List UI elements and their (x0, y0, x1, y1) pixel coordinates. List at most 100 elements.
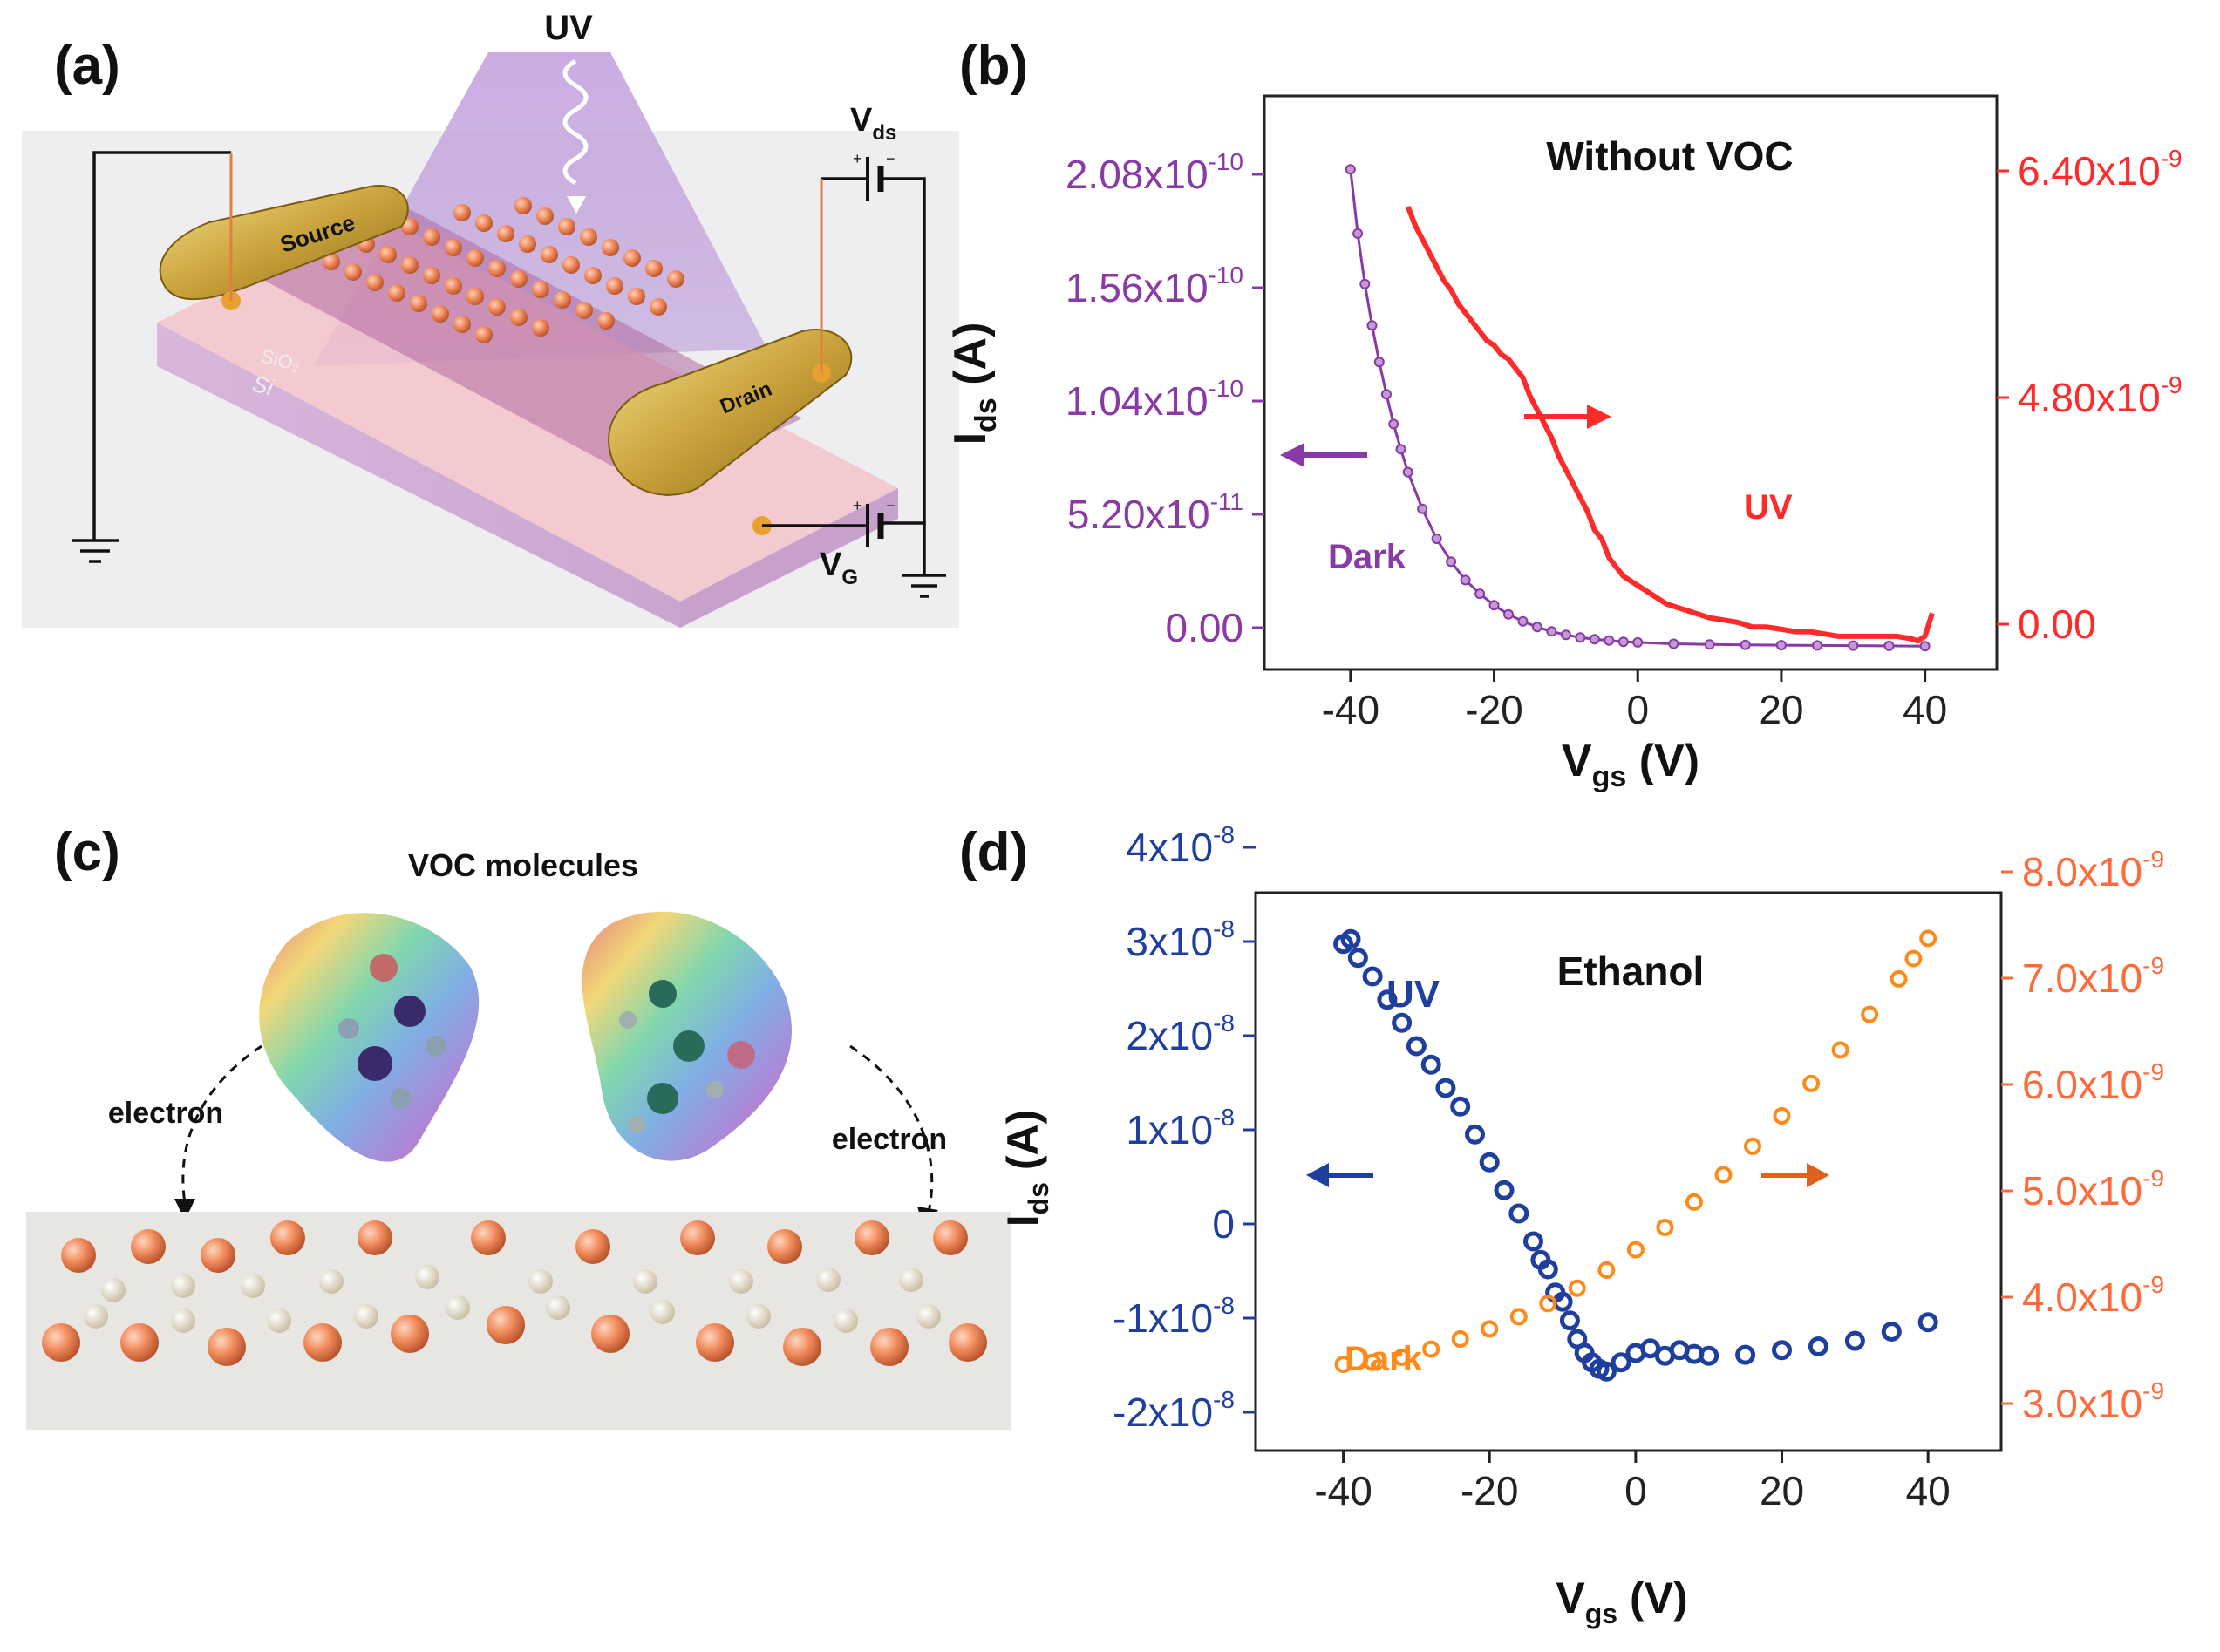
series-dark-point (1883, 640, 1895, 651)
y-left-tick-label: 1.56x10-10 (1066, 262, 1243, 310)
series-dark-point (1431, 534, 1442, 544)
chart-b-ylabel: Ids (A) (950, 323, 1003, 445)
series-dark-point (1568, 1279, 1586, 1297)
x-tick-label: 0 (1626, 687, 1649, 732)
series-dark-point (1334, 1356, 1352, 1374)
voc-title: VOC molecules (408, 847, 638, 883)
series-dark-point (1451, 1330, 1469, 1348)
x-tick-label: -20 (1465, 687, 1522, 732)
series-dark-point (1474, 588, 1486, 600)
series-dark-point (1364, 1353, 1382, 1371)
panel-b: (b) (950, 0, 2220, 802)
y-right-tick-label: 4.80x10-9 (2018, 371, 2183, 420)
series-dark-point (1831, 1041, 1849, 1059)
series-dark-point (1773, 1107, 1791, 1125)
series-dark-point (1632, 636, 1644, 648)
series-dark-point (1417, 503, 1428, 514)
series-dark-point (1656, 1219, 1674, 1236)
material-atoms-bottom (42, 1295, 987, 1366)
series-dark-point (1744, 1137, 1761, 1155)
series-dark-point (1546, 626, 1557, 637)
y-right-tick-label: 7.0x10-9 (2022, 952, 2164, 1001)
series-dark-point (1775, 640, 1787, 651)
x-tick-label: -40 (1314, 1468, 1372, 1513)
chart-b-frame (1263, 94, 1999, 671)
vds-minus: − (886, 150, 895, 167)
uv-wave-icon (562, 58, 589, 186)
series-uv-point (1559, 1310, 1580, 1331)
chart-b-yright-ticks: 0.004.80x10-96.40x10-98.00x10-99.60x10-9 (1997, 145, 2183, 647)
series-uv-point (1611, 1352, 1631, 1373)
series-uv-point (1523, 1231, 1543, 1252)
vg-battery-icon (866, 504, 884, 547)
vg-plus: + (853, 497, 862, 514)
series-uv-point (1508, 1203, 1529, 1224)
series-uv-point (1494, 1180, 1515, 1200)
series-dark-point (1848, 640, 1859, 651)
series-uv-point (1392, 1012, 1413, 1033)
series-dark-point (1460, 574, 1471, 586)
series-uv-point (1640, 1338, 1661, 1359)
y-left-tick-label: 0.00 (1165, 605, 1243, 650)
electron-arrow-left (181, 1044, 262, 1204)
voc-molecules-illustration: VOC molecules electron electron (26, 847, 1011, 1430)
electron-left-text: electron (108, 1097, 223, 1130)
series-uv-point (1699, 1345, 1719, 1366)
material-atoms-top (61, 1220, 968, 1302)
molecule-right-atoms (619, 980, 755, 1133)
chart-d-xlabel: Vgs (V) (1556, 1574, 1687, 1629)
series-dark-point (1422, 1340, 1440, 1358)
series-dark-point (1668, 638, 1679, 649)
y-left-tick-label: 4x10-8 (1126, 821, 1235, 870)
chart-b-xlabel: Vgs (V) (1562, 736, 1699, 793)
panel-c: (c) VOC molecules (0, 802, 1029, 1465)
uv-arrow-icon (567, 196, 586, 214)
series-dark-point (1589, 634, 1600, 645)
chart-d-dark-label: Dark (1345, 1340, 1423, 1378)
y-right-tick-label: 8.0x10-9 (2022, 846, 2164, 894)
nanowire-rows (323, 197, 684, 343)
series-dark-point (1604, 635, 1615, 646)
x-tick-label: 40 (1906, 1468, 1951, 1513)
vds-plus: + (853, 150, 862, 167)
series-uv-point (1465, 1124, 1485, 1145)
series-dark-point (1919, 641, 1931, 652)
series-dark-point (1890, 969, 1908, 988)
y-left-tick-label: -1x10-8 (1113, 1292, 1235, 1341)
series-uv-point (1808, 1336, 1828, 1356)
series-dark-point (1802, 1074, 1821, 1092)
series-uv-point (1435, 1078, 1456, 1098)
y-left-tick-label: -2x10-8 (1113, 1386, 1235, 1435)
y-right-tick-label: 4.0x10-9 (2022, 1271, 2164, 1320)
vg-minus: − (886, 497, 895, 514)
y-left-tick-label: 3x10-8 (1126, 915, 1235, 964)
device-schematic: UV Source Drain SiO₂ Si (22, 9, 959, 628)
series-dark-point (1366, 320, 1378, 331)
series-dark-point (1446, 556, 1457, 568)
molecule-left (259, 913, 480, 1162)
x-tick-label: 40 (1903, 687, 1947, 732)
x-tick-label: -20 (1461, 1468, 1518, 1513)
series-uv-point (1596, 1361, 1617, 1382)
source-electrode (159, 185, 409, 301)
vds-battery-icon (866, 157, 884, 201)
panel-c-label: (c) (54, 822, 120, 882)
series-dark-point (1345, 164, 1356, 175)
series-dark-point (1812, 640, 1823, 651)
drain-electrode (608, 329, 853, 496)
series-uv-point (1377, 989, 1398, 1010)
circuit-wires (72, 151, 946, 598)
series-dark-point (1714, 1166, 1733, 1184)
chart-b-left-arrow-icon (1280, 443, 1367, 467)
series-dark-point (1503, 608, 1514, 620)
series-dark-point (1617, 636, 1629, 648)
y-right-tick-label: 3.0x10-9 (2022, 1377, 2164, 1426)
series-dark-point (1575, 632, 1586, 643)
chart-d-left-arrow-icon (1306, 1163, 1373, 1187)
series-uv-line (1405, 206, 1935, 644)
series-dark-point (1919, 929, 1937, 948)
series-dark-line (1349, 169, 1925, 648)
chart-b-dark-label: Dark (1328, 538, 1406, 576)
y-right-tick-label: 6.0x10-9 (2022, 1058, 2164, 1107)
series-dark-point (1352, 228, 1364, 239)
